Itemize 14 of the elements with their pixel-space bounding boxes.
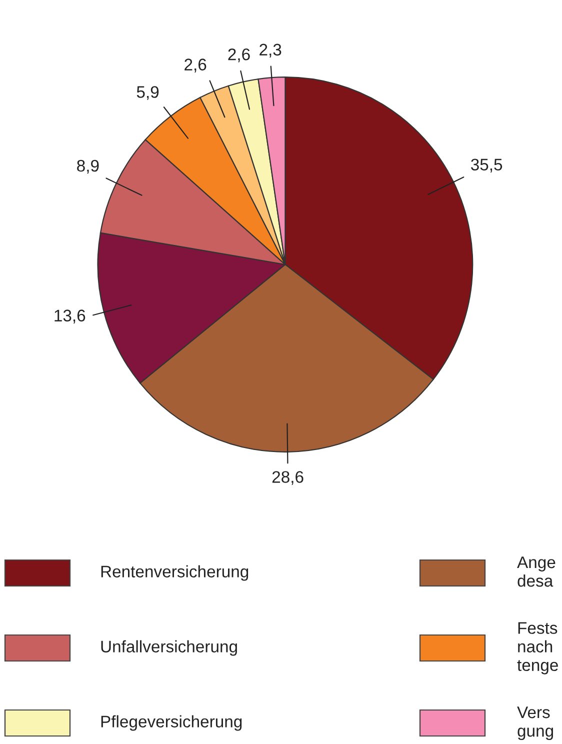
data-label: 35,5 — [470, 158, 502, 172]
data-label: 8,9 — [77, 160, 99, 174]
legend-label: Fests nach tenge — [517, 622, 558, 674]
legend-label: Ange desa — [517, 556, 556, 587]
legend-label: Pflegeversicherung — [101, 715, 242, 731]
data-label: 28,6 — [272, 471, 304, 485]
legend-label: Rentenversicherung — [101, 565, 248, 581]
data-label: 2,3 — [260, 44, 282, 58]
data-label: 5,9 — [136, 86, 159, 100]
legend-label: Unfallversicherung — [101, 640, 237, 656]
data-label: 2,6 — [228, 48, 250, 62]
legend-label: Vers gung — [517, 706, 554, 740]
data-label: 13,6 — [54, 310, 86, 324]
data-label: 2,6 — [184, 58, 206, 72]
